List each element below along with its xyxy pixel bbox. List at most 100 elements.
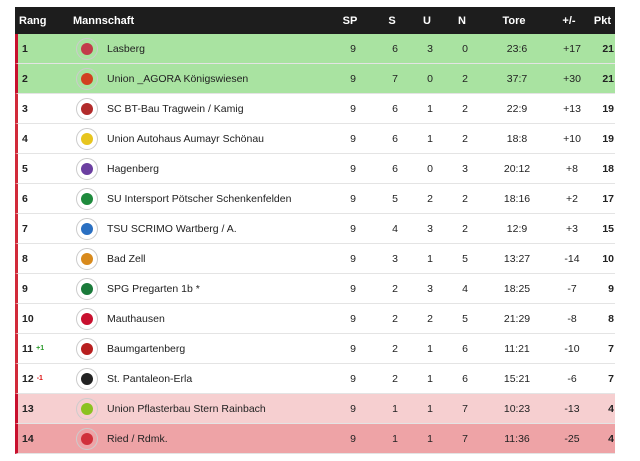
table-row[interactable]: 7 TSU SCRIMO Wartberg / A. 9 4 3 2 12:9 …	[15, 214, 615, 244]
header-tore[interactable]: Tore	[502, 14, 526, 27]
losses: 6	[462, 372, 468, 385]
goals: 18:25	[503, 282, 531, 295]
team-name[interactable]: SC BT-Bau Tragwein / Kamig	[107, 102, 244, 115]
goals: 18:16	[503, 192, 531, 205]
draws: 1	[427, 432, 433, 445]
losses: 2	[462, 102, 468, 115]
table-row[interactable]: 14 Ried / Rdmk. 9 1 1 7 11:36 -25 4	[15, 424, 615, 454]
goal-difference: -10	[564, 342, 580, 355]
table-body: 1 Lasberg 9 6 3 0 23:6 +17 21 2 Union _A…	[15, 34, 615, 454]
team-crest-icon	[81, 72, 93, 85]
team-name[interactable]: Lasberg	[107, 42, 145, 55]
team-name[interactable]: Ried / Rdmk.	[107, 432, 168, 445]
draws: 3	[427, 282, 433, 295]
team-name[interactable]: Mauthausen	[107, 312, 165, 325]
rank: 13	[22, 402, 34, 415]
table-row[interactable]: 1 Lasberg 9 6 3 0 23:6 +17 21	[15, 34, 615, 64]
goals: 21:29	[503, 312, 531, 325]
team-crest-icon	[81, 252, 93, 265]
points: 8	[608, 312, 614, 325]
team-logo-icon	[76, 307, 98, 330]
table-row[interactable]: 6 SU Intersport Pötscher Schenkenfelden …	[15, 184, 615, 214]
header-rang[interactable]: Rang	[19, 14, 47, 27]
losses: 2	[462, 222, 468, 235]
team-crest-icon	[81, 282, 93, 295]
header-team[interactable]: Mannschaft	[73, 14, 135, 27]
team-name[interactable]: Baumgartenberg	[107, 342, 186, 355]
rank: 8	[22, 252, 28, 265]
rank: 11	[22, 342, 34, 355]
draws: 1	[427, 102, 433, 115]
points: 18	[602, 162, 614, 175]
games-played: 9	[350, 402, 356, 415]
header-diff[interactable]: +/-	[562, 14, 576, 27]
team-logo-icon	[76, 367, 98, 390]
goal-difference: -13	[564, 402, 580, 415]
draws: 2	[427, 192, 433, 205]
wins: 2	[392, 312, 398, 325]
games-played: 9	[350, 162, 356, 175]
rank: 10	[22, 312, 34, 325]
table-row[interactable]: 5 Hagenberg 9 6 0 3 20:12 +8 18	[15, 154, 615, 184]
team-name[interactable]: Hagenberg	[107, 162, 159, 175]
table-row[interactable]: 12 -1 St. Pantaleon-Erla 9 2 1 6 15:21 -…	[15, 364, 615, 394]
draws: 3	[427, 42, 433, 55]
team-name[interactable]: Union _AGORA Königswiesen	[107, 72, 249, 85]
rank: 4	[22, 132, 28, 145]
team-name[interactable]: St. Pantaleon-Erla	[107, 372, 193, 385]
team-name[interactable]: Union Autohaus Aumayr Schönau	[107, 132, 265, 145]
table-row[interactable]: 10 Mauthausen 9 2 2 5 21:29 -8 8	[15, 304, 615, 334]
goal-difference: -7	[567, 282, 577, 295]
points: 7	[608, 342, 614, 355]
goal-difference: +8	[566, 162, 578, 175]
goal-difference: +10	[563, 132, 581, 145]
goals: 15:21	[503, 372, 531, 385]
rank: 9	[22, 282, 28, 295]
table-row[interactable]: 11 +1 Baumgartenberg 9 2 1 6 11:21 -10 7	[15, 334, 615, 364]
rank: 6	[22, 192, 28, 205]
table-row[interactable]: 8 Bad Zell 9 3 1 5 13:27 -14 10	[15, 244, 615, 274]
table-row[interactable]: 9 SPG Pregarten 1b * 9 2 3 4 18:25 -7 9	[15, 274, 615, 304]
games-played: 9	[350, 222, 356, 235]
header-u[interactable]: U	[423, 14, 431, 27]
team-name[interactable]: Bad Zell	[107, 252, 146, 265]
team-name[interactable]: Union Pflasterbau Stern Rainbach	[107, 402, 266, 415]
team-logo-icon	[76, 247, 98, 270]
team-name[interactable]: TSU SCRIMO Wartberg / A.	[107, 222, 237, 235]
goal-difference: +13	[563, 102, 581, 115]
losses: 2	[462, 72, 468, 85]
header-pkt[interactable]: Pkt	[593, 14, 611, 27]
team-name[interactable]: SPG Pregarten 1b *	[107, 282, 200, 295]
points: 10	[602, 252, 614, 265]
rank: 12	[22, 372, 34, 385]
wins: 5	[392, 192, 398, 205]
games-played: 9	[350, 342, 356, 355]
games-played: 9	[350, 102, 356, 115]
header-sp[interactable]: SP	[342, 14, 358, 27]
team-crest-icon	[81, 222, 93, 235]
league-table: Rang Mannschaft SP S U N Tore +/- Pkt 1 …	[15, 7, 615, 454]
team-crest-icon	[81, 192, 93, 205]
team-crest-icon	[81, 102, 93, 115]
table-row[interactable]: 2 Union _AGORA Königswiesen 9 7 0 2 37:7…	[15, 64, 615, 94]
table-header: Rang Mannschaft SP S U N Tore +/- Pkt	[15, 7, 615, 34]
team-crest-icon	[81, 372, 93, 385]
table-row[interactable]: 4 Union Autohaus Aumayr Schönau 9 6 1 2 …	[15, 124, 615, 154]
header-s[interactable]: S	[388, 14, 396, 27]
header-n[interactable]: N	[458, 14, 466, 27]
goals: 23:6	[506, 42, 528, 55]
points: 7	[608, 372, 614, 385]
rank: 14	[22, 432, 34, 445]
draws: 0	[427, 162, 433, 175]
goals: 11:21	[504, 342, 530, 355]
wins: 3	[392, 252, 398, 265]
team-name[interactable]: SU Intersport Pötscher Schenkenfelden	[107, 192, 292, 205]
wins: 2	[392, 372, 398, 385]
points: 17	[602, 192, 614, 205]
table-row[interactable]: 3 SC BT-Bau Tragwein / Kamig 9 6 1 2 22:…	[15, 94, 615, 124]
table-row[interactable]: 13 Union Pflasterbau Stern Rainbach 9 1 …	[15, 394, 615, 424]
goal-difference: +3	[566, 222, 578, 235]
team-logo-icon	[76, 397, 98, 420]
draws: 2	[427, 312, 433, 325]
goals: 18:8	[506, 132, 528, 145]
